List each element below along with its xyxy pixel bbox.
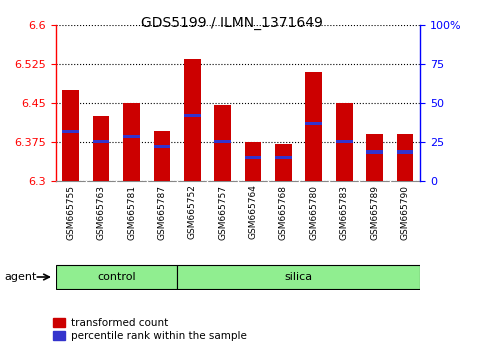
Text: silica: silica xyxy=(284,272,313,282)
Bar xyxy=(154,145,170,148)
Text: GSM665768: GSM665768 xyxy=(279,185,288,240)
Bar xyxy=(62,90,79,181)
Bar xyxy=(366,134,383,181)
Text: GSM665752: GSM665752 xyxy=(188,185,197,240)
Bar xyxy=(366,150,383,154)
Bar xyxy=(305,72,322,181)
Text: GSM665763: GSM665763 xyxy=(97,185,106,240)
Bar xyxy=(123,103,140,181)
Bar xyxy=(245,156,261,159)
Text: GSM665757: GSM665757 xyxy=(218,185,227,240)
Bar xyxy=(397,134,413,181)
Bar xyxy=(397,150,413,154)
Legend: transformed count, percentile rank within the sample: transformed count, percentile rank withi… xyxy=(49,314,251,345)
Bar xyxy=(93,116,110,181)
Bar xyxy=(184,58,200,181)
Text: GSM665781: GSM665781 xyxy=(127,185,136,240)
Bar xyxy=(154,131,170,181)
Bar xyxy=(305,122,322,125)
Bar xyxy=(275,144,292,181)
Bar xyxy=(56,265,177,289)
Text: GSM665783: GSM665783 xyxy=(340,185,349,240)
Text: GDS5199 / ILMN_1371649: GDS5199 / ILMN_1371649 xyxy=(141,16,323,30)
Text: agent: agent xyxy=(5,272,37,282)
Bar xyxy=(184,114,200,117)
Text: GSM665787: GSM665787 xyxy=(157,185,167,240)
Bar xyxy=(275,156,292,159)
Bar xyxy=(123,135,140,138)
Bar xyxy=(336,140,353,143)
Text: GSM665789: GSM665789 xyxy=(370,185,379,240)
Text: GSM665764: GSM665764 xyxy=(249,185,257,240)
Bar xyxy=(336,103,353,181)
Text: control: control xyxy=(97,272,136,282)
Text: GSM665755: GSM665755 xyxy=(66,185,75,240)
Bar xyxy=(214,140,231,143)
Bar xyxy=(62,130,79,133)
Bar xyxy=(93,140,110,143)
Text: GSM665780: GSM665780 xyxy=(309,185,318,240)
Text: GSM665790: GSM665790 xyxy=(400,185,410,240)
Bar xyxy=(214,105,231,181)
Bar xyxy=(245,142,261,181)
Bar xyxy=(177,265,420,289)
